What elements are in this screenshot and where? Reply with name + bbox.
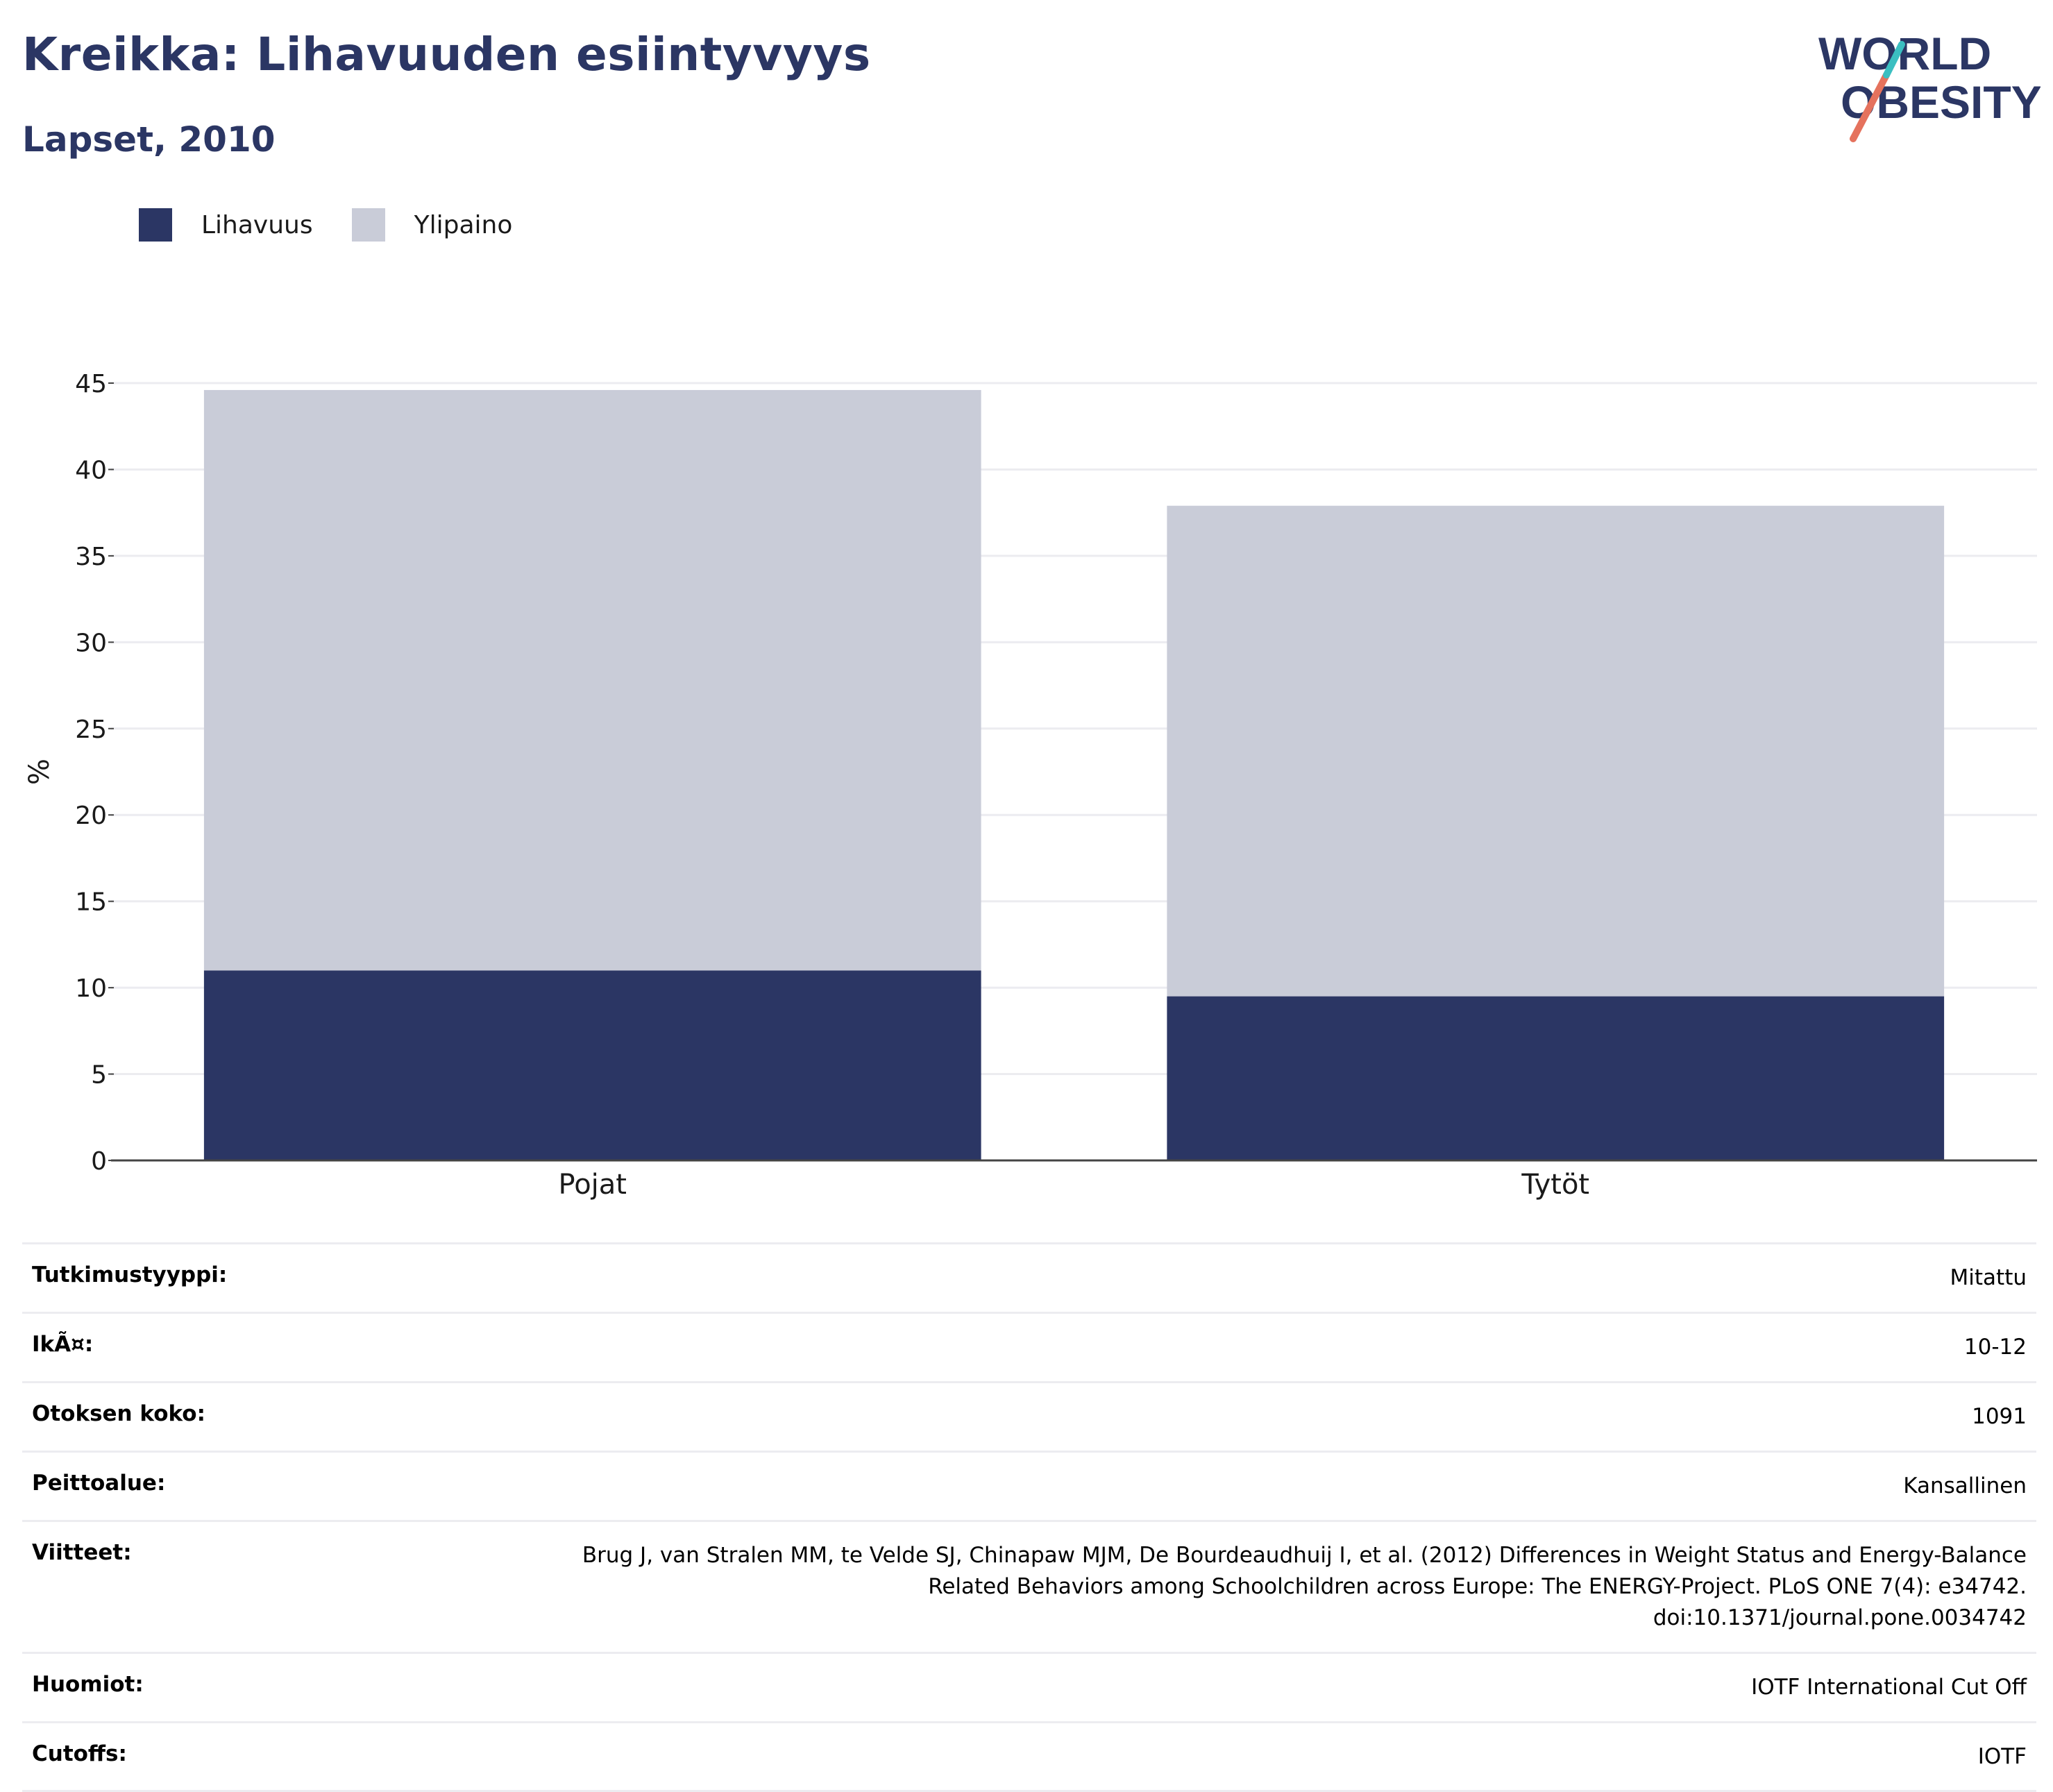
y-tick-label: 20 (75, 802, 107, 830)
x-tick-label: Pojat (559, 1169, 627, 1201)
meta-value: 10-12 (1964, 1332, 2027, 1363)
legend-label-ylipaino: Ylipaino (414, 211, 513, 239)
bar-ylipaino-pojat (204, 390, 981, 970)
meta-row: IkÃ¤: 10-12 (22, 1314, 2036, 1383)
y-tick-label: 15 (75, 888, 107, 917)
study-metadata-table: Tutkimustyyppi: Mitattu IkÃ¤: 10-12 Otoksen … (22, 1242, 2036, 1792)
page-title: Kreikka: Lihavuuden esiintyvyys (22, 28, 871, 81)
meta-value: 1091 (1972, 1401, 2027, 1432)
legend-item-lihavuus: Lihavuus (139, 208, 313, 242)
meta-value: Kansallinen (1903, 1471, 2027, 1502)
page-subtitle: Lapset, 2010 (22, 119, 276, 160)
y-tick-label: 40 (75, 456, 107, 484)
x-tick-label: Tytöt (1521, 1169, 1589, 1201)
meta-key: IkÃ¤: (32, 1332, 93, 1357)
logo-line1: WORLD (1818, 28, 1991, 79)
y-tick-label: 35 (75, 543, 107, 571)
y-tick-label: 5 (91, 1061, 107, 1090)
meta-key: Huomiot: (32, 1672, 144, 1697)
y-tick-label: 45 (75, 370, 107, 398)
meta-row: Tutkimustyyppi: Mitattu (22, 1244, 2036, 1314)
bar-ylipaino-tytöt (1167, 506, 1944, 997)
meta-value: Mitattu (1950, 1262, 2027, 1294)
legend-swatch-ylipaino (352, 208, 385, 242)
y-tick-label: 10 (75, 974, 107, 1003)
world-obesity-logo: WORLD OBESITY (1805, 21, 2041, 146)
chart-legend: Lihavuus Ylipaino (139, 208, 551, 242)
meta-value: IOTF (1978, 1741, 2027, 1773)
bar-lihavuus-tytöt (1167, 997, 1944, 1160)
meta-row: Cutoffs: IOTF (22, 1723, 2036, 1792)
meta-key: Otoksen koko: (32, 1401, 205, 1426)
legend-swatch-lihavuus (139, 208, 172, 242)
y-tick-label: 30 (75, 629, 107, 657)
meta-row: Otoksen koko: 1091 (22, 1383, 2036, 1453)
y-tick-label: 25 (75, 716, 107, 744)
stacked-bar-chart: 0 5 10 15 20 25 30 35 40 45% Pojat Tytöt (0, 333, 2053, 1208)
meta-value: Brug J, van Stralen MM, te Velde SJ, Chi… (582, 1540, 2027, 1634)
meta-key: Peittoalue: (32, 1471, 165, 1496)
meta-row: Viitteet: Brug J, van Stralen MM, te Veld… (22, 1522, 2036, 1654)
meta-key: Viitteet: (32, 1540, 132, 1565)
legend-item-ylipaino: Ylipaino (352, 208, 513, 242)
meta-key: Tutkimustyyppi: (32, 1262, 227, 1287)
meta-key: Cutoffs: (32, 1741, 127, 1766)
legend-label-lihavuus: Lihavuus (201, 211, 313, 239)
meta-row: Peittoalue: Kansallinen (22, 1453, 2036, 1522)
y-axis-label: % (24, 759, 56, 785)
meta-value: IOTF International Cut Off (1751, 1672, 2027, 1703)
bar-lihavuus-pojat (204, 970, 981, 1160)
meta-row: Huomiot: IOTF International Cut Off (22, 1654, 2036, 1723)
y-tick-label: 0 (91, 1147, 107, 1176)
